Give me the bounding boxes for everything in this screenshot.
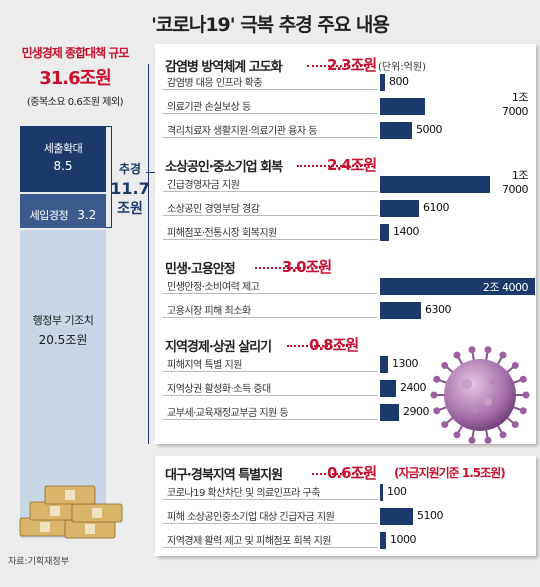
row-label: 피해지역 특별 지원: [167, 360, 242, 371]
row-divider: [163, 371, 378, 372]
section-leader: [307, 65, 366, 67]
section-total: 0.6조원: [327, 464, 377, 482]
section-total: 2.3조원: [327, 56, 377, 74]
section-title: 대구·경북지역 특별지원: [165, 468, 283, 483]
segment-revenue-value: 3.2: [77, 208, 97, 222]
section-title: 민생·고용안정: [165, 262, 236, 277]
row-label: 격리치료자 생활지원·의료기관 융자 등: [167, 126, 317, 137]
bar: [380, 404, 399, 421]
bar: [380, 380, 396, 397]
row-divider: [163, 89, 378, 90]
bar-value-label: 5100: [417, 509, 444, 522]
row-divider: [163, 191, 378, 192]
row-divider: [163, 113, 378, 114]
bar-value-label: 100: [387, 485, 407, 498]
segment-prior-value: 20.5조원: [38, 333, 88, 347]
row-label: 지역상권 활성화·소득 증대: [167, 384, 271, 395]
bar-value-label: 1000: [390, 533, 417, 546]
supplementary-value: 11.7: [110, 179, 150, 198]
total-size-value: 31.6조원: [39, 68, 112, 89]
bar-value-label: 6300: [425, 303, 452, 316]
segment-spending-value: 8.5: [53, 159, 73, 173]
bar: [380, 508, 413, 525]
bar: [380, 484, 383, 501]
bar-value-label: 1300: [392, 357, 419, 370]
segment-prior-label: 행정부 기조치: [32, 314, 94, 327]
segment-spending: 세출확대 8.5: [20, 126, 106, 192]
bar-value-label: 800: [389, 75, 409, 88]
bar: [380, 532, 386, 549]
bar: [380, 98, 425, 115]
budget-stack: 세출확대 8.5 세입경정 3.2 행정부 기조치 20.5조원: [20, 126, 106, 538]
section-total: 2.4조원: [327, 156, 377, 174]
bar: [380, 278, 535, 295]
bar: [380, 356, 388, 373]
segment-revenue-label: 세입경정: [29, 209, 69, 222]
bar: [380, 200, 419, 217]
section-title: 지역경제·상권 살리기: [165, 340, 272, 355]
row-label: 감염병 대응 인프라 확충: [167, 78, 263, 89]
supplementary-label: 추경: [118, 162, 142, 176]
section-leader: [255, 267, 321, 269]
section-title: 감염병 방역체계 고도화: [165, 60, 283, 75]
daegu-panel: 대구·경북지역 특별지원 0.6조원 (자금지원기준 1.5조원) 코로나19 확산차…: [155, 456, 536, 556]
bar-value-label: 1조 7000: [502, 91, 529, 118]
money-illustration: [19, 485, 123, 539]
row-divider: [163, 239, 378, 240]
supplementary-unit: 조원: [117, 201, 143, 217]
bar-value-label: 1조 7000: [502, 169, 529, 196]
row-label: 민생안정·소비여력 제고: [167, 282, 260, 293]
panel-connector: [146, 172, 156, 173]
segment-spending-label: 세출확대: [43, 142, 83, 155]
bar: [380, 74, 385, 91]
section-leader: [297, 165, 366, 167]
row-label: 소상공인 경영부담 경감: [167, 204, 260, 215]
total-size-header: 민생경제 종합대책 규모 31.6조원 (중복소요 0.6조원 제외): [0, 44, 150, 108]
infographic-title: '코로나19' 극복 추경 주요 내용: [151, 14, 390, 36]
bar-value-label: 6100: [423, 201, 450, 214]
row-divider: [163, 419, 378, 420]
section-total: 0.8조원: [309, 336, 359, 354]
row-divider: [163, 523, 378, 524]
row-divider: [163, 215, 378, 216]
segment-revenue: 세입경정 3.2: [20, 194, 106, 228]
row-divider: [163, 499, 378, 500]
source-note: 자료:기획재정부: [8, 557, 69, 567]
unit-label: (단위:억원): [378, 62, 426, 73]
bar-value-label: 2400: [400, 381, 427, 394]
row-divider: [163, 547, 378, 548]
row-label: 피해 소상공인중소기업 대상 긴급자금 지원: [167, 512, 335, 523]
row-label: 고용시장 피해 최소화: [167, 306, 251, 317]
panel-bracket: [148, 64, 155, 444]
row-label: 의료기관 손실보상 등: [167, 102, 251, 113]
bar: [380, 224, 389, 241]
bar-value-label: 5000: [416, 123, 443, 136]
bar-value-label: 2900: [403, 405, 430, 418]
row-label: 코로나19 확산차단 및 의료인프라 구축: [167, 488, 320, 499]
section-note: (자금지원기준 1.5조원): [394, 466, 506, 480]
row-divider: [163, 395, 378, 396]
bar: [380, 122, 412, 139]
bar-value-label: 2조 4000: [482, 281, 529, 294]
total-size-note: (중복소요 0.6조원 제외): [26, 97, 124, 108]
section-leader: [312, 473, 366, 475]
section-leader: [287, 345, 348, 347]
total-size-label: 민생경제 종합대책 규모: [21, 46, 130, 60]
row-label: 지역경제 활력 제고 및 피해점포 회복 지원: [167, 536, 331, 547]
row-label: 피해점포·전통시장 회복지원: [167, 228, 277, 239]
bar: [380, 176, 490, 193]
row-label: 긴급경영자금 지원: [167, 180, 240, 191]
row-divider: [163, 137, 378, 138]
section-title: 소상공인·중소기업 회복: [165, 160, 283, 175]
row-divider: [163, 317, 378, 318]
virus-illustration: [430, 346, 530, 444]
supplementary-bracket: [106, 126, 112, 228]
supplementary-budget: 추경 11.7 조원: [110, 160, 150, 218]
row-label: 교부세·교육재정교부금 지원 등: [167, 408, 289, 419]
bar: [380, 302, 421, 319]
bar-value-label: 1400: [393, 225, 420, 238]
section-total: 3.0조원: [282, 258, 332, 276]
row-divider: [163, 293, 378, 294]
